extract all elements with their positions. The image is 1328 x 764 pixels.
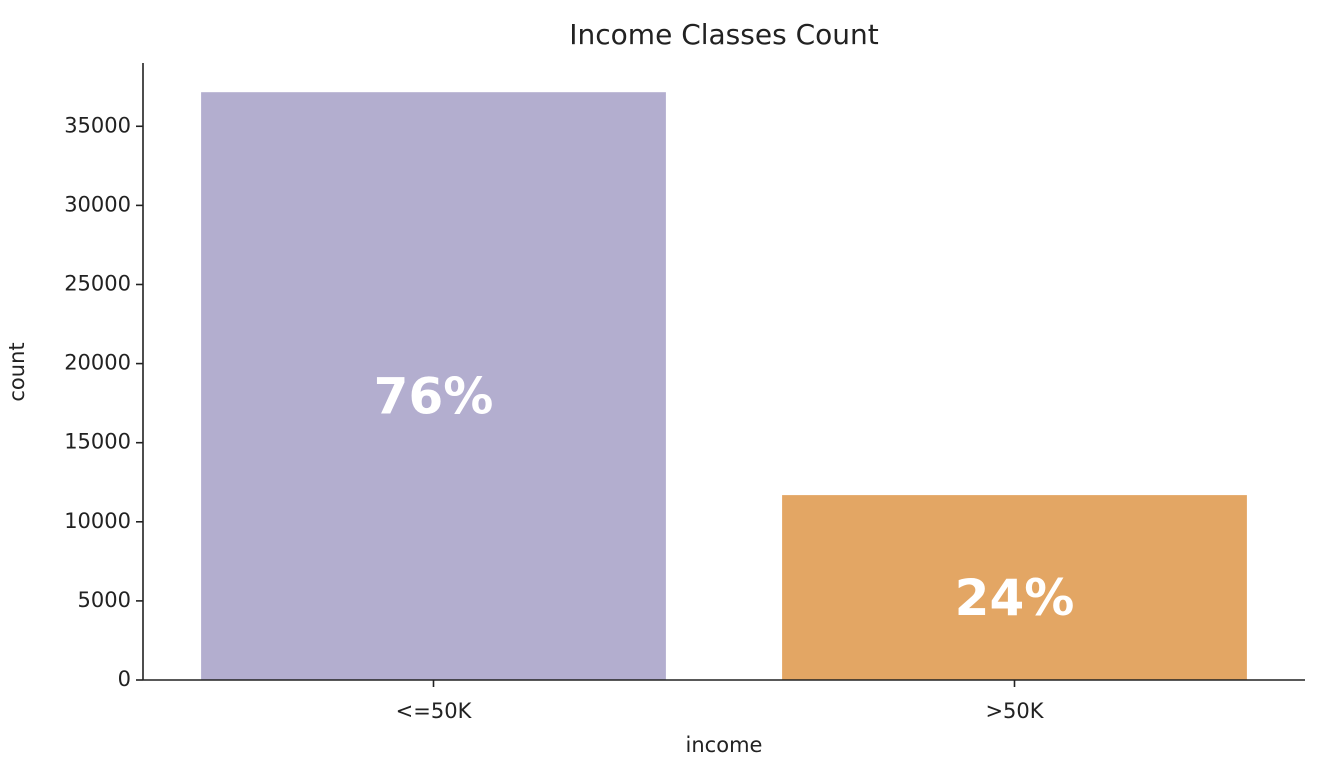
- bar: [782, 495, 1247, 680]
- y-tick-label: 30000: [64, 192, 131, 216]
- bar-annotation: 24%: [955, 569, 1075, 627]
- y-tick-label: 0: [118, 667, 131, 691]
- y-axis-label: count: [5, 342, 29, 401]
- bar-annotation: 76%: [374, 368, 494, 426]
- chart-title: Income Classes Count: [569, 18, 878, 51]
- y-tick-label: 5000: [78, 588, 131, 612]
- y-tick-label: 35000: [64, 113, 131, 137]
- y-tick-label: 25000: [64, 271, 131, 295]
- y-tick-label: 10000: [64, 509, 131, 533]
- x-tick-label: >50K: [985, 699, 1044, 723]
- x-tick-label: <=50K: [396, 699, 473, 723]
- x-axis-label: income: [686, 733, 763, 757]
- y-tick-label: 15000: [64, 430, 131, 454]
- bar: [201, 92, 666, 680]
- y-tick-label: 20000: [64, 351, 131, 375]
